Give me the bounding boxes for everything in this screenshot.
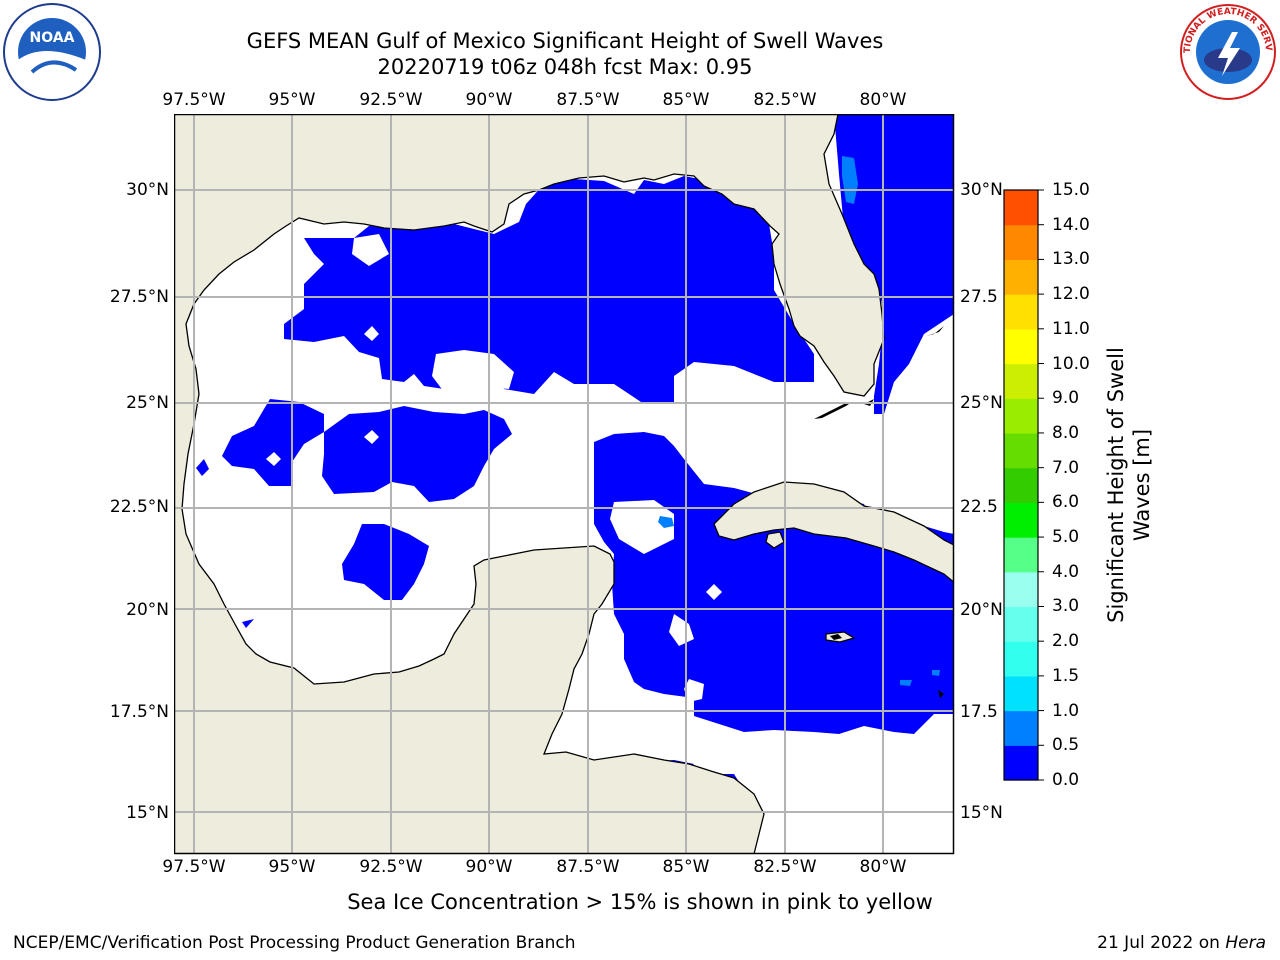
x-tick-bottom: 82.5°W [753,857,817,877]
y-tick-right: 27.5 [960,287,998,307]
y-tick-left: 25°N [126,393,169,413]
y-tick-left: 22.5°N [109,497,169,517]
colorbar-tick-label: 11.0 [1052,318,1090,339]
footer-host: Hera [1225,933,1266,953]
footer-date: 21 Jul 2022 on [1097,933,1220,953]
x-tick-top: 97.5°W [162,90,226,110]
x-tick-top: 82.5°W [753,90,817,110]
colorbar-tick-label: 4.0 [1052,561,1080,582]
colorbar-tick-label: 10.0 [1052,353,1090,374]
colorbar-segment [1004,710,1038,746]
y-tick-left: 30°N [126,180,169,200]
y-tick-right: 15°N [960,803,1003,823]
colorbar-label: Significant Height of Swell Waves [m] [1104,347,1154,623]
y-tick-left: 17.5°N [109,702,169,722]
colorbar-tick-label: 0.5 [1052,735,1080,756]
map-gridlines [174,114,954,854]
colorbar-segment [1004,294,1038,330]
colorbar-segment [1004,432,1038,469]
y-tick-right: 22.5 [960,497,998,517]
colorbar-tick-label: 15.0 [1052,180,1090,200]
map-panel [174,114,955,855]
colorbar-tick-label: 5.0 [1052,527,1080,548]
colorbar-segment [1004,398,1038,434]
x-tick-top: 95°W [268,90,316,110]
noaa-logo-text: NOAA [30,30,75,46]
footer-left: NCEP/EMC/Verification Post Processing Pr… [13,933,576,953]
colorbar-tick-label: 6.0 [1052,492,1080,513]
x-tick-bottom: 80°W [859,857,907,877]
colorbar-segment [1004,641,1038,677]
x-tick-bottom: 85°W [662,857,710,877]
colorbar-segment [1004,328,1038,365]
colorbar-segment [1004,259,1038,295]
x-tick-top: 80°W [859,90,907,110]
y-tick-right: 17.5 [960,702,998,722]
x-tick-top: 92.5°W [359,90,423,110]
x-tick-bottom: 97.5°W [162,857,226,877]
colorbar-segment [1004,606,1038,642]
footer-right: 21 Jul 2022 on Hera [1097,933,1266,953]
y-tick-left: 20°N [126,600,169,620]
colorbar-segment [1004,571,1038,608]
swell-field-cutouts [266,234,722,702]
y-tick-right: 25°N [960,393,1003,413]
x-tick-bottom: 87.5°W [556,857,620,877]
x-tick-bottom: 92.5°W [359,857,423,877]
x-tick-bottom: 95°W [268,857,316,877]
colorbar-segment [1004,502,1038,538]
colorbar-tick-label: 12.0 [1052,284,1090,305]
colorbar-tick-label: 14.0 [1052,214,1090,235]
x-tick-top: 85°W [662,90,710,110]
colorbar-tick-label: 1.5 [1052,665,1080,686]
y-tick-left: 27.5°N [109,287,169,307]
x-tick-top: 90°W [465,90,513,110]
colorbar-tick-label: 2.0 [1052,631,1080,652]
colorbar-tick-label: 1.0 [1052,700,1080,721]
sea-ice-note: Sea Ice Concentration > 15% is shown in … [347,890,933,914]
y-tick-left: 15°N [126,803,169,823]
colorbar-tick-label: 9.0 [1052,388,1080,409]
chart-title: GEFS MEAN Gulf of Mexico Significant Hei… [246,29,884,53]
colorbar-segment [1004,363,1038,399]
colorbar-segment [1004,745,1038,781]
x-tick-bottom: 90°W [465,857,513,877]
nws-logo-icon: NATIONAL WEATHER SERVICE [1178,2,1276,100]
colorbar-segment [1004,190,1038,226]
x-tick-top: 87.5°W [556,90,620,110]
y-tick-right: 30°N [960,180,1003,200]
colorbar-tick-label: 0.0 [1052,770,1080,790]
colorbar-segment [1004,675,1038,712]
colorbar-segment [1004,467,1038,503]
colorbar-tick-label: 13.0 [1052,249,1090,270]
colorbar-segment [1004,224,1038,261]
colorbar-tick-label: 8.0 [1052,422,1080,443]
map-frame [174,114,955,855]
colorbar-frame [1003,189,1039,781]
colorbar [1003,189,1044,781]
colorbar-tick-label: 7.0 [1052,457,1080,478]
colorbar-tick-label: 3.0 [1052,596,1080,617]
y-tick-right: 20°N [960,600,1003,620]
chart-subtitle: 20220719 t06z 048h fcst Max: 0.95 [377,55,753,79]
colorbar-segment [1004,537,1038,573]
noaa-logo-icon: NOAA [3,3,101,101]
